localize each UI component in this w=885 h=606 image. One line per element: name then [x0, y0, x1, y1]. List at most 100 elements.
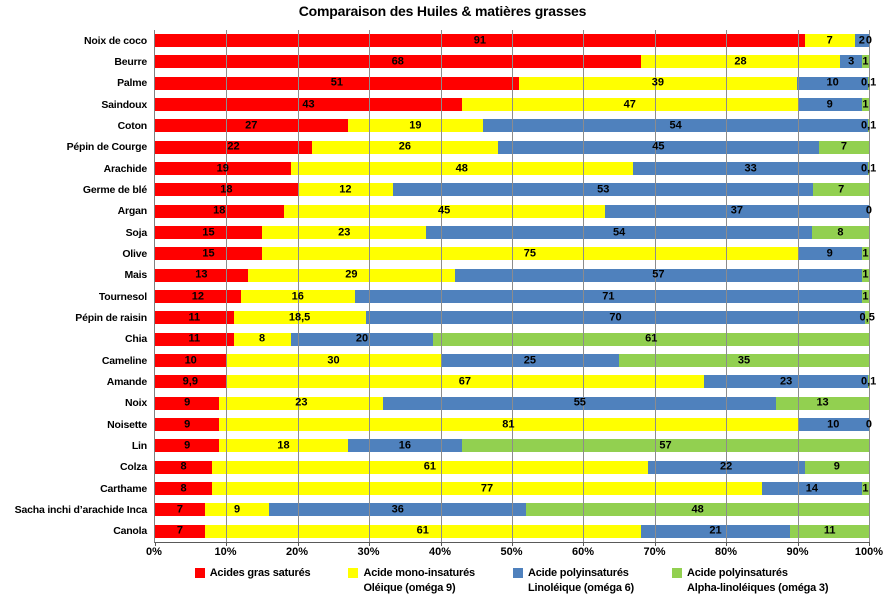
bar-segment: 15 — [155, 226, 263, 240]
bar-value-label: 91 — [473, 34, 486, 47]
bar: 8 61 22 9 — [155, 460, 869, 474]
bar-row: 7 61 21 11 — [155, 521, 869, 542]
x-axis-tick-label: 20% — [285, 546, 309, 558]
bar: 7 9 36 48 — [155, 503, 869, 517]
bar-value-label: 9 — [833, 460, 840, 473]
bar-segment: 25 — [440, 354, 620, 368]
y-axis-label: Carthame — [100, 482, 147, 495]
bar-segment: 1 — [861, 482, 869, 496]
legend-label: Acide mono-insaturés Oléique (oméga 9) — [363, 566, 475, 596]
bar-value-label: 61 — [645, 332, 658, 345]
bar-value-label: 0,5 — [859, 311, 875, 324]
x-axis-tick-label: 70% — [643, 546, 666, 558]
bar-row: 7 9 36 48 — [155, 499, 869, 520]
x-axis-tick-marks — [155, 30, 870, 546]
bar-segment: 77 — [212, 482, 762, 496]
bar-segment: 23 — [219, 396, 384, 410]
bar-value-label: 10 — [184, 354, 197, 367]
bar-value-label: 18,5 — [288, 311, 311, 324]
legend-label-line: Acide polyinsaturés — [687, 567, 788, 579]
bar-segment: 14 — [761, 482, 862, 496]
bar-value-label: 18 — [220, 183, 233, 196]
legend-label-line: Acide polyinsaturés — [527, 567, 629, 579]
bar-segment: 20 — [290, 332, 434, 346]
bar-row: 9 18 16 57 — [155, 435, 869, 456]
bar-segment: 39 — [518, 76, 797, 90]
bar-value-label: 9 — [184, 396, 191, 409]
bar-value-label: 57 — [652, 268, 665, 281]
bar-row: 91 7 2 0 — [155, 30, 873, 51]
bar: 19 48 33 0,1 — [155, 162, 876, 176]
bar: 51 39 10 0,1 — [155, 76, 876, 90]
bar-value-label: 1 — [862, 247, 869, 260]
bar-segment: 13 — [776, 396, 869, 410]
bar-value-label: 47 — [623, 98, 636, 111]
x-axis-tick — [869, 542, 870, 546]
y-axis-label: Pépin de raisin — [75, 311, 147, 324]
bar-row: 68 28 3 1 — [155, 51, 869, 72]
y-axis-label: Olive — [122, 247, 147, 260]
bar-value-label: 11 — [188, 311, 201, 324]
bar-value-label: 0 — [865, 418, 873, 431]
bar-segment: 23 — [704, 375, 869, 389]
bar-segment: 18 — [155, 204, 284, 218]
y-axis-label: Soja — [125, 226, 148, 239]
bar: 13 29 57 1 — [155, 268, 869, 282]
bar-segment: 61 — [433, 332, 869, 346]
gridlines — [155, 30, 870, 542]
y-axis-label: Noisette — [107, 418, 147, 431]
legend-swatch — [194, 568, 205, 578]
bar-value-label: 0,1 — [860, 162, 877, 175]
bar-segment: 10 — [797, 418, 869, 432]
bar-value-label: 9 — [826, 247, 833, 260]
bar-segment: 37 — [604, 204, 869, 218]
bar-row: 22 26 45 7 — [155, 137, 869, 158]
bar-value-label: 21 — [709, 524, 722, 537]
bar-value-label: 0 — [865, 34, 873, 47]
bar-value-label: 54 — [669, 119, 682, 132]
gridline — [654, 30, 656, 542]
bar-value-label: 29 — [345, 268, 358, 281]
bar-segment: 18 — [155, 183, 298, 197]
bar-value-label: 48 — [691, 503, 704, 516]
bar: 9 18 16 57 — [155, 439, 869, 453]
bar-value-label: 11 — [188, 332, 201, 345]
legend-item: Acide polyinsaturés Linoléique (oméga 6) — [512, 566, 634, 596]
bar-segment: 75 — [262, 247, 798, 261]
bar-value-label: 54 — [612, 226, 626, 239]
gridline — [512, 30, 513, 542]
bar-segment: 43 — [155, 98, 463, 112]
x-axis-tick — [155, 542, 156, 546]
x-axis-tick — [226, 542, 228, 546]
bar-value-label: 7 — [176, 524, 184, 537]
legend-swatch — [672, 568, 682, 578]
bar-value-label: 0 — [865, 204, 873, 217]
bar-value-label: 45 — [652, 140, 665, 153]
bar-value-label: 0,1 — [860, 375, 877, 388]
bar-value-label: 19 — [409, 119, 422, 132]
bar-value-label: 16 — [398, 439, 411, 452]
bar-segment: 22 — [155, 140, 313, 154]
bar-segment: 7 — [155, 503, 205, 517]
bar-value-label: 1 — [862, 290, 869, 303]
bar-segment: 9 — [155, 439, 220, 453]
bar-segment: 10 — [796, 76, 869, 90]
bar-segment: 7 — [155, 524, 205, 538]
y-axis-label: Pépin de Courge — [66, 141, 148, 154]
bar-segment: 81 — [219, 418, 798, 432]
x-axis-tick — [726, 542, 728, 546]
legend: Acides gras saturés Acide mono-insaturés O… — [154, 566, 869, 596]
bar-segment: 16 — [240, 290, 355, 304]
gridline — [869, 30, 870, 542]
bar-row: 13 29 57 1 — [155, 265, 869, 286]
bar-segment: 1 — [861, 55, 869, 69]
bar-segment: 57 — [454, 268, 862, 282]
bar: 27 19 54 0,1 — [155, 119, 876, 133]
legend-label-line: Acides gras saturés — [209, 567, 311, 579]
gridline — [369, 30, 371, 542]
bar-value-label: 57 — [659, 439, 672, 452]
bar-segment: 71 — [354, 290, 862, 304]
x-axis-tick-label: 80% — [714, 546, 738, 558]
gridline — [226, 30, 228, 542]
bar-value-label: 7 — [826, 34, 833, 47]
